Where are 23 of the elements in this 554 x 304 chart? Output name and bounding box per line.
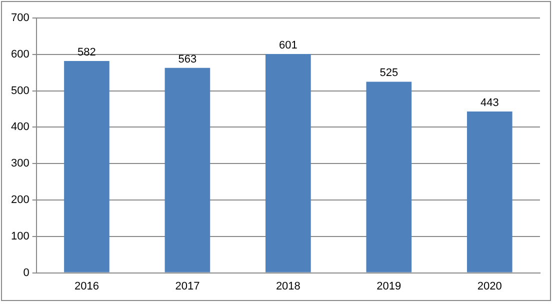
data-label: 582: [78, 46, 96, 58]
y-tick-label: 100: [10, 230, 30, 242]
bar: [266, 54, 311, 272]
data-label: 601: [278, 40, 298, 52]
bar: [466, 112, 512, 272]
data-label: 443: [480, 97, 499, 110]
data-label: 525: [380, 67, 398, 80]
data-label: 563: [178, 53, 197, 66]
y-tick-label: 600: [10, 48, 30, 60]
bar: [366, 82, 412, 272]
y-tick-label: 400: [10, 121, 30, 134]
y-tick-label: 200: [10, 194, 30, 206]
bar: [64, 60, 110, 272]
y-tick-label: 500: [10, 84, 30, 97]
y-tick-label: 700: [10, 12, 30, 24]
x-tick-label: 2020: [477, 280, 502, 292]
x-tick-label: 2016: [74, 280, 99, 292]
y-tick-label: 300: [10, 158, 30, 170]
y-tick-label: 0: [23, 266, 30, 279]
x-tick-label: 2017: [175, 280, 200, 292]
bar: [164, 68, 210, 272]
x-tick-label: 2019: [376, 280, 402, 292]
x-tick-label: 2018: [276, 280, 300, 292]
